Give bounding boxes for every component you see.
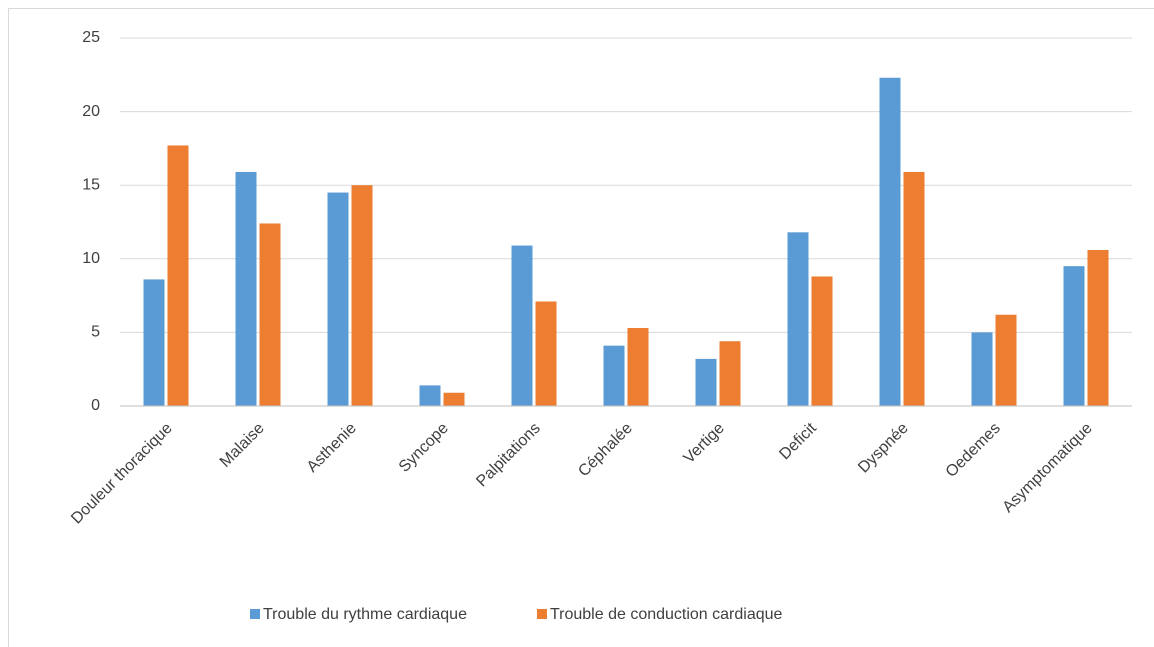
bar (787, 232, 809, 406)
x-tick-label: Oedemes (943, 420, 1004, 481)
legend-swatch (536, 609, 547, 619)
bar (535, 301, 557, 406)
legend-swatch (250, 609, 260, 619)
y-tick-label: 25 (82, 29, 100, 46)
bar (719, 341, 741, 406)
bar (903, 171, 925, 406)
y-tick-label: 20 (82, 103, 100, 120)
x-tick-label: Asthenie (304, 420, 360, 476)
bar (971, 332, 993, 406)
y-tick-label: 0 (91, 397, 100, 414)
bar (235, 171, 257, 406)
x-tick-label: Asymptomatique (1000, 420, 1096, 516)
bar (327, 192, 349, 406)
x-tick-label: Céphalée (575, 420, 636, 481)
x-tick-label: Palpitations (473, 420, 544, 491)
bar (351, 185, 373, 406)
x-tick-label: Douleur thoracique (68, 420, 176, 528)
bar (995, 314, 1017, 406)
bar (603, 345, 625, 406)
bar (419, 385, 441, 406)
bar (443, 392, 465, 406)
x-tick-label: Dyspnée (855, 420, 912, 477)
y-tick-label: 15 (82, 176, 100, 193)
bar (511, 245, 533, 406)
bar (695, 358, 717, 406)
bar (259, 223, 281, 406)
y-tick-label: 10 (82, 250, 100, 267)
bar (879, 77, 901, 406)
y-tick-label: 5 (91, 324, 100, 341)
bar (811, 276, 833, 406)
x-tick-label: Syncope (396, 420, 452, 476)
x-tick-label: Deficit (776, 419, 820, 463)
bar (1087, 249, 1109, 406)
bar (627, 327, 649, 406)
legend-label: Trouble de conduction cardiaque (550, 606, 783, 623)
x-tick-label: Vertige (681, 420, 728, 467)
legend-label: Trouble du rythme cardiaque (263, 606, 467, 623)
x-tick-label: Malaise (217, 420, 268, 471)
bar (143, 279, 165, 406)
bar (167, 145, 189, 406)
chart-frame (8, 8, 1154, 647)
bar (1063, 266, 1085, 406)
